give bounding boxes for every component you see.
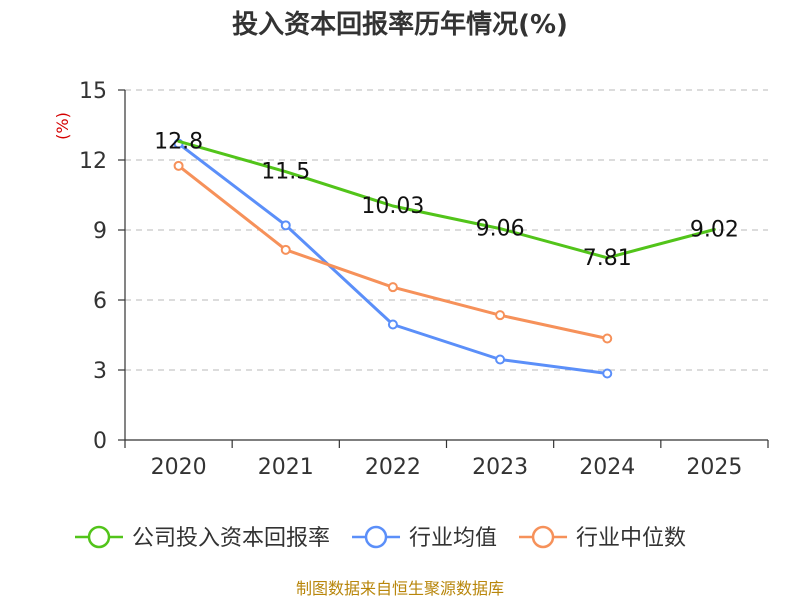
y-tick-label: 3 xyxy=(93,359,107,384)
legend-swatch-marker xyxy=(531,525,555,549)
legend-label: 行业中位数 xyxy=(576,526,686,551)
series-line xyxy=(177,142,609,375)
axes: 0 3 6 9 12 15 2020 2021 2022 2023 2024 2025 xyxy=(79,79,769,480)
legend: 公司投入资本回报率 行业均值 行业中位数 xyxy=(75,525,686,551)
data-label: 11.5 xyxy=(261,160,310,185)
legend-swatch-marker xyxy=(87,525,111,549)
source-note: 制图数据来自恒生聚源数据库 xyxy=(296,579,504,598)
data-point xyxy=(495,310,506,321)
x-tick-label: 2023 xyxy=(472,455,528,480)
grid xyxy=(125,89,768,371)
data-point xyxy=(602,368,613,379)
chart-title: 投入资本回报率历年情况(%) xyxy=(232,9,568,40)
y-tick-label: 12 xyxy=(79,149,107,174)
data-label: 10.03 xyxy=(361,194,424,219)
data-point xyxy=(495,354,506,365)
legend-label: 公司投入资本回报率 xyxy=(132,526,330,551)
x-tick-label: 2020 xyxy=(151,455,207,480)
data-point xyxy=(173,160,184,171)
x-tick-label: 2022 xyxy=(365,455,421,480)
y-axis-unit: (%) xyxy=(53,112,72,140)
data-label: 9.02 xyxy=(690,218,739,243)
data-point xyxy=(280,220,291,231)
data-labels: 12.8 11.5 10.03 9.06 7.81 9.02 xyxy=(154,129,739,270)
data-point xyxy=(387,282,398,293)
data-point xyxy=(602,333,613,344)
legend-label: 行业均值 xyxy=(409,526,497,551)
data-point xyxy=(280,244,291,255)
data-label: 12.8 xyxy=(154,129,203,154)
x-tick-label: 2025 xyxy=(686,455,742,480)
y-tick-label: 15 xyxy=(79,79,107,104)
data-label: 7.81 xyxy=(583,246,632,271)
y-tick-label: 0 xyxy=(93,429,107,454)
series-line xyxy=(177,139,716,260)
x-tick-label: 2021 xyxy=(258,455,314,480)
legend-swatch-marker xyxy=(364,525,388,549)
y-tick-label: 9 xyxy=(93,219,107,244)
x-tick-label: 2024 xyxy=(579,455,635,480)
y-tick-label: 6 xyxy=(93,289,107,314)
data-point xyxy=(387,319,398,330)
data-label: 9.06 xyxy=(476,217,525,242)
series-layer xyxy=(173,138,716,379)
